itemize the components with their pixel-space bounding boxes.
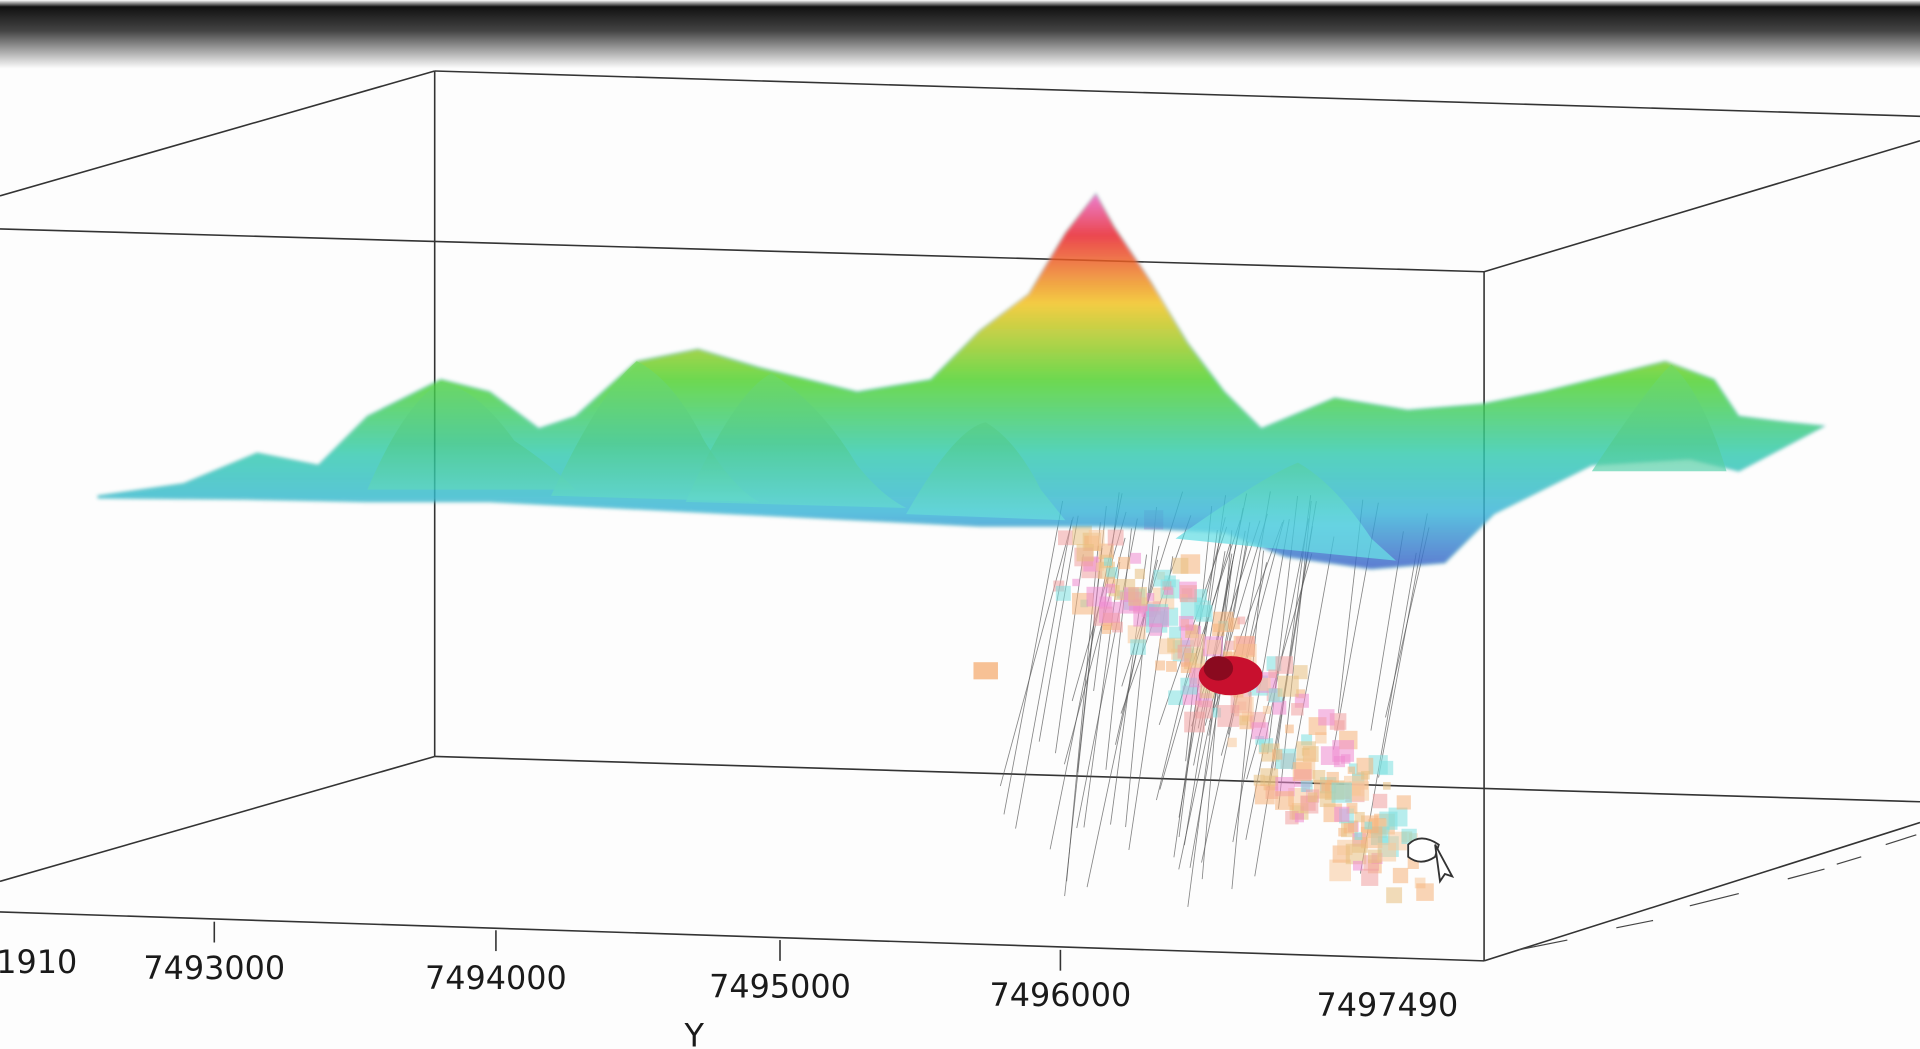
ore-block [1386,887,1402,903]
axis-title: Y [684,1017,705,1049]
x-axis-ticks-right [1518,835,1916,950]
ore-block [1106,584,1115,593]
ore-block [1207,640,1222,655]
ore-block [1368,850,1382,864]
ore-block [1130,553,1141,564]
ore-block [1056,586,1071,601]
ore-block [1275,656,1293,674]
ore-block [1383,782,1391,790]
ore-block [1361,869,1378,886]
ore-block [1354,812,1364,822]
tick-label: 7493000 [143,949,285,987]
ore-block [1150,623,1162,635]
ore-block [1332,783,1352,803]
ore-block [1225,641,1234,650]
ore-block [1104,558,1112,566]
ore-block [1237,617,1245,625]
ore-block [1077,544,1094,561]
ore-block [1293,762,1312,781]
ore-block [1334,807,1349,822]
tick-label: 7494000 [425,959,567,997]
ore-block [1263,706,1271,714]
ore-block [1313,770,1326,783]
ore-block [1212,624,1224,636]
ore-block [1169,627,1181,639]
ore-block [1118,557,1130,569]
ore-block [1275,791,1294,810]
rotate-cursor [1408,838,1452,881]
drill-hole [1039,516,1078,742]
ore-block [1332,740,1354,762]
ore-block [1353,861,1363,871]
ore-block [1272,749,1282,759]
ore-block [1349,781,1369,801]
ore-block [1285,725,1294,734]
ore-block [1416,883,1434,901]
ore-block [1217,705,1239,727]
ore-block [1254,775,1265,786]
ore-block [1058,530,1073,545]
ore-block [1154,570,1171,587]
ore-block [1373,794,1387,808]
y-axis: 1910 7493000 7494000 7495000 7496000 749… [0,922,1458,1049]
ore-block [1184,712,1205,733]
ore-block [1180,585,1197,602]
page: 1910 7493000 7494000 7495000 7496000 749… [0,0,1920,1049]
ore-block [1344,823,1354,833]
ore-block [1354,832,1362,840]
ore-block [1389,808,1408,827]
ore-block [1308,792,1318,802]
ore-block [1272,701,1286,715]
ore-block [1361,771,1370,780]
ore-block [1087,587,1107,607]
ore-block [1112,622,1123,633]
ore-block [1227,738,1236,747]
ore-block [1181,662,1192,673]
tick-label: 7497490 [1316,986,1458,1024]
ore-block [1168,690,1183,705]
ore-block [1146,593,1154,601]
ore-block [1130,639,1146,655]
ore-block [1181,619,1189,627]
ore-block [973,662,997,679]
ore-block [1397,795,1411,809]
ore-block [1255,784,1275,804]
ore-block [1291,703,1303,715]
tick-label: 7496000 [990,976,1132,1014]
tick-label: 1910 [0,943,77,981]
terrain-surface [98,193,1825,569]
ore-block [1072,579,1079,586]
ore-block [1135,569,1145,579]
ore-block [1364,822,1372,830]
ore-block [1166,661,1177,672]
ore-block [1295,813,1304,822]
ore-block [1393,868,1408,883]
ore-block [1318,709,1334,725]
ore-block [1108,530,1124,546]
title-bar [0,0,1920,69]
ore-block [1348,767,1355,774]
ore-block [1155,661,1165,671]
3d-viewport[interactable]: 1910 7493000 7494000 7495000 7496000 749… [0,0,1920,1049]
ore-block [1304,750,1316,762]
ore-block [1278,676,1299,697]
ore-block [1172,558,1188,574]
ore-block [1102,625,1111,634]
ore-block [1128,587,1147,606]
tick-label: 7495000 [709,968,851,1006]
ore-block [1239,716,1248,725]
ore-block [1252,722,1269,739]
ore-block [1234,636,1255,657]
ore-block [1190,634,1205,649]
ore-core [1199,656,1263,695]
ore-blocks [973,510,1433,903]
ore-block [1089,530,1105,546]
drill-hole [1000,517,1073,786]
